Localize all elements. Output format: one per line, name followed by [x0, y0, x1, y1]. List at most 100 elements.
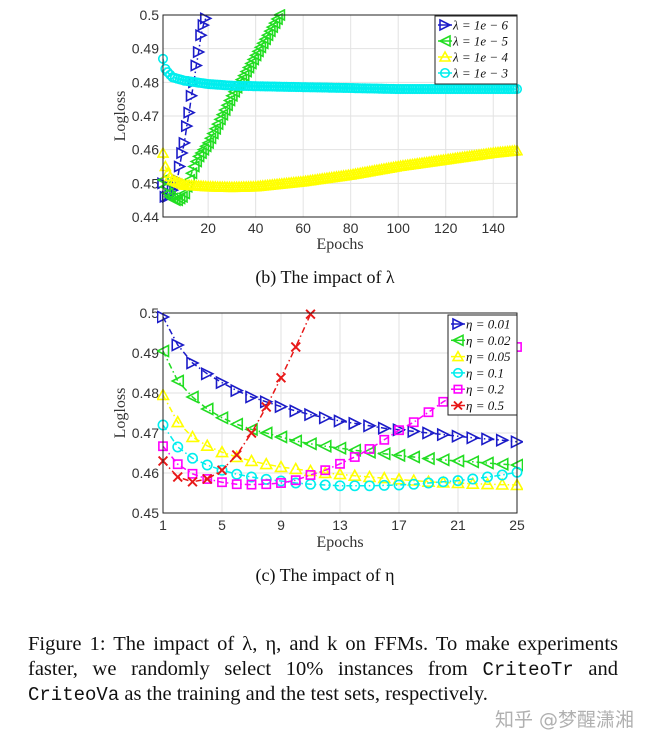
data-point-marker: [421, 451, 435, 466]
x-tick-label: 100: [387, 220, 411, 236]
data-point-marker: [421, 474, 436, 488]
series-1: [157, 344, 523, 472]
x-axis-label: Epochs: [316, 236, 363, 253]
data-point-marker: [172, 459, 183, 470]
caption-text-1: Figure 1: The impact of λ, η, and k on F…: [28, 633, 618, 680]
data-point-marker: [391, 448, 406, 463]
data-point-marker: [185, 429, 200, 443]
data-point-marker: [231, 468, 243, 480]
x-tick-label: 40: [248, 220, 264, 236]
data-point-marker: [451, 429, 466, 443]
data-point-marker: [364, 444, 375, 454]
data-point-marker: [290, 341, 301, 353]
data-point-marker: [465, 455, 480, 469]
data-point-marker: [178, 136, 192, 150]
data-point-marker: [332, 441, 347, 455]
data-point-marker: [173, 160, 187, 173]
data-point-marker: [467, 473, 479, 485]
data-point-marker: [335, 458, 345, 469]
chart-1: 1 5 9 13 17 21 25 0.45 0.46 0.47 0.48 0.49 0.5 Epochs…: [112, 305, 525, 551]
data-point-marker: [363, 419, 377, 433]
legend-marker-icon: [452, 367, 464, 378]
data-point-marker: [180, 119, 194, 133]
data-point-marker: [494, 457, 509, 471]
data-point-marker: [213, 113, 226, 126]
series-group: [157, 9, 523, 207]
subcaption-eta: (c) The impact of η: [255, 565, 395, 585]
data-point-marker: [261, 401, 272, 413]
chart-0: 20 40 60 80 100 120 140 0.44 0.45 0.46 0.47 0.48 0.4…: [112, 7, 523, 253]
data-point-marker: [275, 372, 287, 383]
x-tick-label: 140: [482, 220, 506, 236]
data-point-marker: [200, 438, 215, 452]
caption-text-2: and: [573, 657, 618, 680]
data-point-marker: [318, 465, 333, 479]
y-tick-label: 0.44: [132, 209, 159, 225]
data-point-marker: [347, 468, 362, 482]
data-point-marker: [158, 180, 172, 193]
data-point-marker: [246, 479, 257, 490]
data-point-marker: [259, 457, 274, 470]
data-point-marker: [187, 468, 198, 479]
data-point-marker: [195, 28, 208, 42]
caption-code-criteotr: CriteoTr: [482, 658, 574, 681]
data-point-marker: [423, 477, 434, 489]
data-point-marker: [201, 136, 214, 150]
data-point-marker: [177, 187, 191, 200]
y-tick-label: 0.48: [132, 74, 159, 90]
data-point-marker: [216, 464, 228, 476]
legend-label: η = 0.05: [466, 349, 511, 364]
data-point-marker: [202, 473, 213, 485]
x-tick-label: 1: [159, 517, 167, 533]
data-point-marker: [230, 383, 245, 398]
legend-label: η = 0.01: [466, 317, 510, 332]
legend-marker-icon: [452, 317, 465, 331]
data-point-marker: [288, 461, 303, 475]
data-point-marker: [185, 89, 199, 103]
data-point-marker: [246, 471, 257, 483]
legend-marker-icon: [438, 50, 452, 62]
series-line: [162, 394, 518, 486]
legend-marker-icon: [453, 384, 463, 394]
data-point-marker: [496, 469, 508, 481]
y-tick-label: 0.46: [132, 465, 159, 481]
legend: λ = 1e − 6λ = 1e − 5λ = 1e − 4λ = 1e − 3: [434, 15, 518, 85]
data-point-marker: [187, 160, 200, 173]
data-point-marker: [435, 453, 450, 467]
data-point-marker: [203, 131, 217, 145]
legend-label: λ = 1e − 5: [452, 34, 508, 49]
data-point-marker: [334, 480, 346, 492]
data-point-marker: [192, 45, 206, 59]
data-point-marker: [348, 416, 363, 431]
data-point-marker: [319, 479, 331, 491]
data-point-marker: [216, 465, 228, 476]
data-point-marker: [482, 471, 493, 483]
data-point-marker: [305, 470, 316, 480]
legend-label: η = 0.2: [466, 382, 504, 397]
data-point-marker: [376, 447, 391, 461]
series-line: [162, 316, 518, 443]
data-point-marker: [215, 375, 230, 390]
data-point-marker: [317, 439, 332, 453]
data-point-marker: [480, 456, 494, 470]
data-point-marker: [215, 445, 229, 458]
watermark: 知乎 @梦醒潇湘: [495, 709, 635, 731]
legend-marker-icon: [439, 18, 452, 32]
data-point-marker: [176, 146, 189, 160]
data-point-marker: [187, 452, 198, 464]
data-point-marker: [186, 356, 200, 370]
figure-caption: Figure 1: The impact of λ, η, and k on F…: [28, 632, 618, 708]
y-tick-label: 0.45: [132, 175, 159, 191]
series-0: [157, 310, 523, 449]
y-axis-label: Logloss: [112, 91, 129, 142]
data-point-marker: [436, 427, 451, 442]
data-point-marker: [349, 452, 360, 462]
y-tick-label: 0.47: [132, 108, 159, 124]
legend-marker-icon: [451, 334, 464, 347]
data-point-marker: [289, 404, 304, 418]
data-point-marker: [364, 480, 375, 492]
data-point-marker: [481, 432, 495, 446]
legend-label: η = 0.5: [466, 398, 504, 413]
data-point-marker: [466, 431, 481, 445]
data-point-marker: [495, 433, 510, 447]
